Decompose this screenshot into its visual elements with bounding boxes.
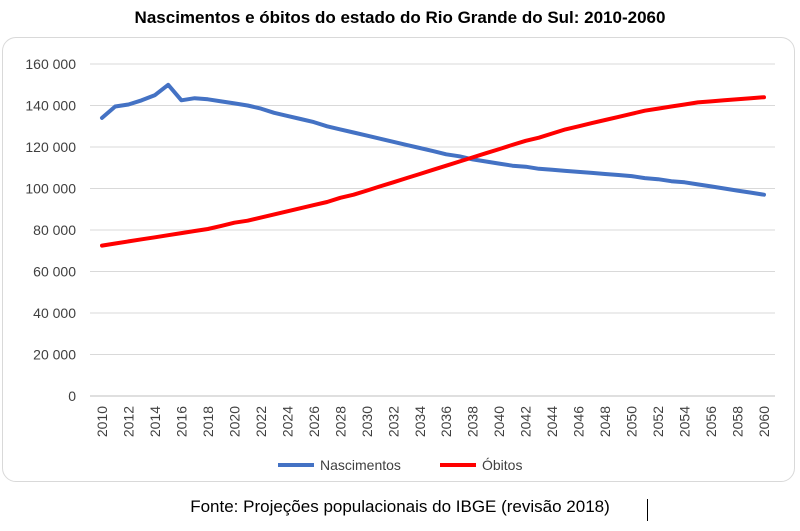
x-tick-label: 2016 xyxy=(173,406,189,437)
x-tick-label: 2058 xyxy=(730,406,746,437)
x-tick-label: 2052 xyxy=(650,406,666,437)
x-tick-label: 2048 xyxy=(597,406,613,437)
y-tick-label: 100 000 xyxy=(25,181,76,197)
x-tick-label: 2020 xyxy=(226,406,242,437)
x-tick-label: 2022 xyxy=(253,406,269,437)
x-tick-label: 2014 xyxy=(147,406,163,437)
x-tick-label: 2010 xyxy=(94,406,110,437)
source-note: Fonte: Projeções populacionais do IBGE (… xyxy=(190,497,610,516)
x-tick-label: 2054 xyxy=(677,406,693,437)
legend-label: Nascimentos xyxy=(320,457,401,473)
chart-area-frame xyxy=(2,37,795,482)
x-tick-label: 2060 xyxy=(756,406,772,437)
series-lines xyxy=(100,82,766,248)
series-line-obitos xyxy=(100,95,766,248)
y-tick-label: 140 000 xyxy=(25,98,76,114)
y-tick-label: 60 000 xyxy=(33,264,76,280)
y-axis-ticks: 0 20 000 40 000 60 000 80 000 100 000 120 000 1… xyxy=(25,56,76,404)
x-tick-label: 2024 xyxy=(279,406,295,437)
x-axis-ticks: 2010 2012 2014 2016 2018 2020 2022 2024 2026 2028… xyxy=(94,406,772,437)
x-tick-label: 2030 xyxy=(359,406,375,437)
x-tick-label: 2012 xyxy=(120,406,136,437)
series-line-nascimentos xyxy=(100,82,766,197)
y-tick-label: 160 000 xyxy=(25,56,76,72)
chart-title: Nascimentos e óbitos do estado do Rio Gr… xyxy=(134,8,666,27)
y-tick-label: 80 000 xyxy=(33,222,76,238)
x-tick-label: 2046 xyxy=(571,406,587,437)
legend-label: Óbitos xyxy=(482,457,522,473)
gridlines xyxy=(90,63,775,397)
x-tick-label: 2034 xyxy=(412,406,428,437)
x-tick-label: 2044 xyxy=(544,406,560,437)
x-tick-label: 2056 xyxy=(703,406,719,437)
x-tick-label: 2042 xyxy=(518,406,534,437)
legend: Nascimentos Óbitos xyxy=(278,457,522,473)
text-cursor xyxy=(647,499,648,521)
x-tick-label: 2028 xyxy=(332,406,348,437)
x-tick-label: 2040 xyxy=(491,406,507,437)
x-tick-label: 2036 xyxy=(438,406,454,437)
x-tick-label: 2038 xyxy=(465,406,481,437)
x-tick-label: 2026 xyxy=(306,406,322,437)
x-tick-label: 2032 xyxy=(385,406,401,437)
y-tick-label: 20 000 xyxy=(33,347,76,363)
x-tick-label: 2018 xyxy=(200,406,216,437)
y-tick-label: 40 000 xyxy=(33,305,76,321)
x-tick-label: 2050 xyxy=(624,406,640,437)
y-tick-label: 120 000 xyxy=(25,139,76,155)
y-tick-label: 0 xyxy=(68,388,76,404)
